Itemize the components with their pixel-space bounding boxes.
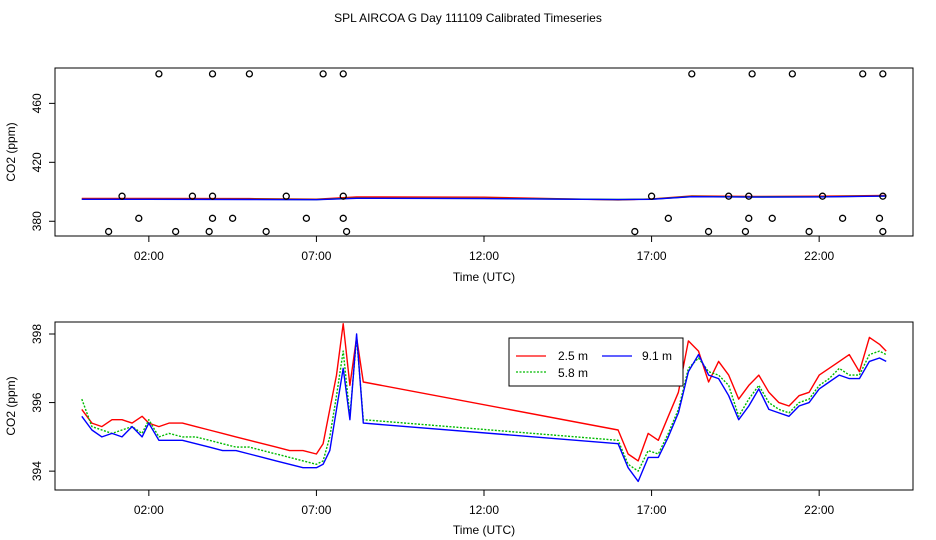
top-data-marker: [688, 70, 696, 78]
top-data-marker: [302, 214, 311, 222]
top-data-marker: [205, 227, 213, 236]
bottom-y-tick-label: 396: [30, 392, 44, 412]
top-data-marker: [875, 214, 884, 222]
top-data-marker: [339, 214, 347, 222]
top-y-tick-label: 460: [30, 93, 44, 113]
top-data-marker: [704, 227, 713, 236]
top-data-marker: [342, 227, 351, 236]
top-data-marker: [172, 227, 180, 236]
bottom-y-axis-label: CO2 (ppm): [4, 376, 18, 435]
legend-box: [508, 337, 684, 387]
top-data-marker: [339, 70, 347, 78]
legend-label-2-5m: 2.5 m: [558, 349, 588, 363]
top-series-9-1-m-line: [81, 195, 887, 201]
bottom-y-tick-label: 398: [30, 324, 44, 344]
top-data-marker: [339, 192, 347, 200]
bottom-series-5-8-m-line: [81, 336, 887, 472]
top-data-marker: [118, 192, 126, 200]
bottom-y-axis: 394 396 398: [30, 324, 55, 481]
bottom-x-axis-label: Time (UTC): [453, 523, 515, 537]
top-data-marker: [262, 227, 270, 236]
bottom-panel-series: [81, 323, 887, 483]
top-data-marker: [208, 192, 217, 200]
top-x-tick-label: 22:00: [804, 249, 834, 263]
top-data-marker: [664, 214, 672, 222]
top-data-marker: [741, 227, 750, 236]
top-y-tick-label: 420: [30, 152, 44, 172]
top-data-marker: [155, 70, 163, 78]
bottom-series-2-5-m-line: [81, 323, 887, 462]
top-data-marker: [208, 70, 217, 78]
top-data-marker: [245, 70, 254, 78]
top-data-marker: [647, 192, 656, 200]
top-data-marker: [879, 227, 887, 236]
figure-title: SPL AIRCOA G Day 111109 Calibrated Times…: [334, 11, 602, 25]
top-data-marker: [725, 192, 733, 200]
top-data-marker: [748, 70, 756, 78]
top-data-marker: [805, 227, 813, 236]
bottom-x-tick-label: 12:00: [469, 503, 499, 517]
top-y-axis: 380 420 460: [30, 93, 55, 231]
top-plot-frame: [54, 67, 914, 237]
legend-label-5-8m: 5.8 m: [558, 366, 588, 380]
top-x-tick-label: 02:00: [134, 249, 164, 263]
top-data-marker: [104, 227, 113, 236]
top-x-tick-label: 12:00: [469, 249, 499, 263]
top-y-tick-label: 380: [30, 211, 44, 231]
bottom-y-tick-label: 394: [30, 461, 44, 481]
bottom-x-axis: 02:00 07:00 12:00 17:00 22:00: [134, 490, 834, 517]
bottom-plot-frame: [54, 321, 914, 491]
top-panel: 02:00 07:00 12:00 17:00 22:00 380 420 460 Time…: [4, 67, 914, 284]
top-data-marker: [282, 192, 290, 200]
top-data-marker: [208, 214, 217, 222]
top-y-axis-label: CO2 (ppm): [4, 122, 18, 181]
top-data-marker: [879, 192, 887, 200]
top-data-marker: [188, 192, 197, 200]
top-data-marker: [818, 192, 827, 200]
top-x-axis: 02:00 07:00 12:00 17:00 22:00: [134, 236, 834, 263]
bottom-x-tick-label: 02:00: [134, 503, 164, 517]
top-panel-series: [81, 194, 887, 201]
top-data-marker: [788, 70, 796, 78]
bottom-x-tick-label: 22:00: [804, 503, 834, 517]
top-data-marker: [879, 70, 887, 78]
bottom-x-tick-label: 17:00: [637, 503, 667, 517]
bottom-series-9-1-m-line: [81, 333, 887, 483]
legend: 2.5 m 9.1 m 5.8 m: [508, 337, 684, 387]
top-data-marker: [135, 214, 143, 222]
top-data-marker: [228, 214, 237, 222]
top-data-marker: [745, 192, 753, 200]
top-panel-markers: [104, 70, 887, 236]
legend-label-9-1m: 9.1 m: [642, 349, 672, 363]
top-data-marker: [859, 70, 867, 78]
top-data-marker: [768, 214, 776, 222]
top-data-marker: [745, 214, 753, 222]
top-x-tick-label: 17:00: [637, 249, 667, 263]
top-data-marker: [319, 70, 327, 78]
top-data-marker: [838, 214, 847, 222]
bottom-x-tick-label: 07:00: [301, 503, 331, 517]
top-data-marker: [631, 227, 639, 236]
bottom-panel: 02:00 07:00 12:00 17:00 22:00 394 396 398 Time…: [4, 321, 914, 537]
top-x-tick-label: 07:00: [301, 249, 331, 263]
top-x-axis-label: Time (UTC): [453, 270, 515, 284]
